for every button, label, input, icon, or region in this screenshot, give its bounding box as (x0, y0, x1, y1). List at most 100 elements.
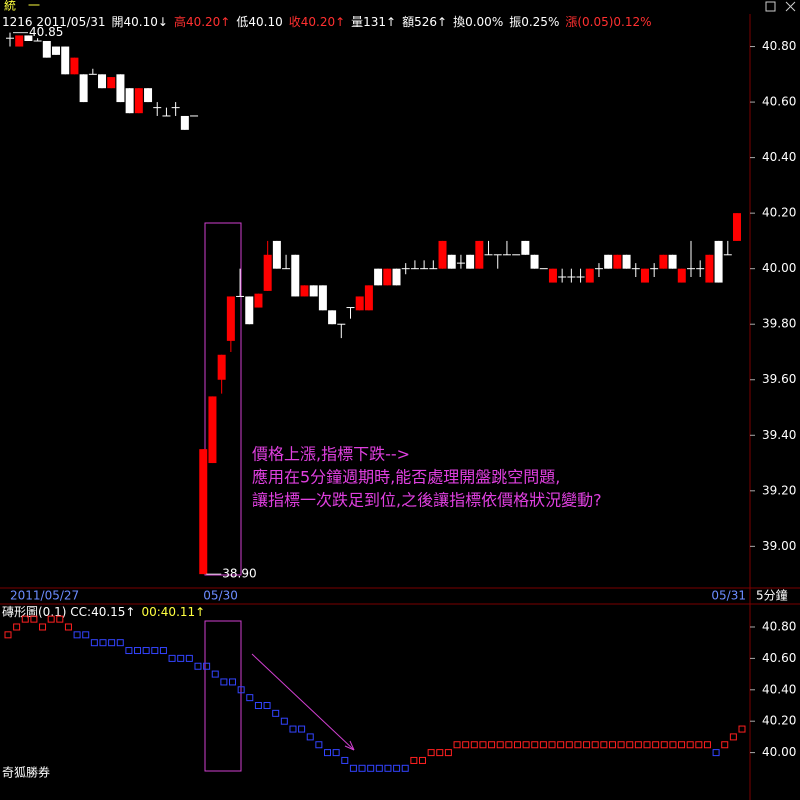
brick (617, 741, 625, 749)
candle-body (300, 285, 309, 297)
brick (211, 670, 219, 678)
stock-name: 統 一 (4, 0, 40, 13)
brick (177, 654, 185, 662)
brick (73, 631, 81, 639)
x-tick-label: 2011/05/27 (10, 589, 79, 603)
brick (513, 741, 521, 749)
brick (349, 764, 357, 772)
candle-body (640, 268, 649, 283)
brick (738, 725, 746, 733)
brick (591, 741, 599, 749)
brick (375, 764, 383, 772)
candle-body (328, 310, 337, 325)
brick (496, 741, 504, 749)
candle-body (622, 254, 631, 269)
brick (289, 725, 297, 733)
brick (410, 756, 418, 764)
brick (125, 647, 133, 655)
candle-body (107, 77, 116, 89)
candle-body (134, 88, 143, 114)
quote-item: 收40.20↑ (289, 15, 345, 29)
y-tick-label: 39.40 (762, 428, 796, 442)
brick (729, 733, 737, 741)
brick (574, 741, 582, 749)
x-tick-label: 05/31 (711, 589, 746, 603)
restore-button[interactable] (765, 1, 776, 12)
quote-item: 開40.10↓ (112, 15, 168, 29)
candle-body (604, 254, 613, 269)
brick (488, 741, 496, 749)
y-tick-label: 40.00 (762, 261, 796, 275)
brick-title-item: 00:40.11↑ (141, 605, 205, 619)
y-tick-label: 40.00 (762, 745, 796, 759)
candle-body (383, 268, 392, 286)
brick (600, 741, 608, 749)
y-tick-label: 39.60 (762, 372, 796, 386)
brick (194, 662, 202, 670)
candle-body (180, 115, 189, 130)
arrow-head (344, 740, 355, 751)
brick (678, 741, 686, 749)
brick (168, 654, 176, 662)
brick (82, 631, 90, 639)
candle-body (309, 285, 318, 297)
candle-body (15, 35, 24, 47)
brick (462, 741, 470, 749)
brick (565, 741, 573, 749)
y-tick-label: 40.40 (762, 682, 796, 696)
brick (367, 764, 375, 772)
period: 5分鐘 (756, 588, 788, 603)
brand: 奇狐勝券 (2, 765, 50, 780)
candle-body (208, 396, 217, 464)
brick (56, 615, 64, 623)
candle-body (24, 35, 33, 41)
brick (686, 741, 694, 749)
quote-item: 額526↑ (402, 15, 447, 29)
candle-body (70, 57, 79, 75)
candle-body (438, 240, 447, 269)
brick (90, 639, 98, 647)
candle-body (254, 293, 263, 308)
quote-item: 高40.20↑ (174, 14, 230, 29)
brick (539, 741, 547, 749)
brick (134, 647, 142, 655)
brick (703, 741, 711, 749)
brick (444, 749, 452, 757)
candle-body (199, 449, 208, 575)
brick (142, 647, 150, 655)
brick (522, 741, 530, 749)
candle-body (245, 296, 254, 325)
brick (505, 741, 513, 749)
candle-body (548, 268, 557, 283)
candle-body (125, 88, 134, 114)
brick (185, 654, 193, 662)
brick (151, 647, 159, 655)
brick (64, 623, 72, 631)
candle-body (291, 254, 300, 297)
brick (401, 764, 409, 772)
annotation: 讓指標一次跌足到位,之後讓指標依價格狀況變動? (252, 491, 602, 510)
brick (393, 764, 401, 772)
brick (608, 741, 616, 749)
brick (531, 741, 539, 749)
quote-item: 低40.10 (236, 15, 282, 29)
brick (418, 756, 426, 764)
extreme-label: 40.85 (29, 25, 63, 39)
brick (272, 709, 280, 717)
candle-body (226, 296, 235, 341)
x-tick-label: 05/30 (203, 589, 238, 603)
candle-body (705, 254, 714, 283)
brick (220, 678, 228, 686)
close-button[interactable] (785, 1, 796, 12)
candle-body (659, 254, 668, 269)
brick (669, 741, 677, 749)
brick (436, 749, 444, 757)
brick (108, 639, 116, 647)
brick (721, 741, 729, 749)
brick (479, 741, 487, 749)
candle-body (217, 354, 226, 380)
quote-item: 振0.25% (509, 15, 559, 29)
candle-body (668, 254, 677, 269)
